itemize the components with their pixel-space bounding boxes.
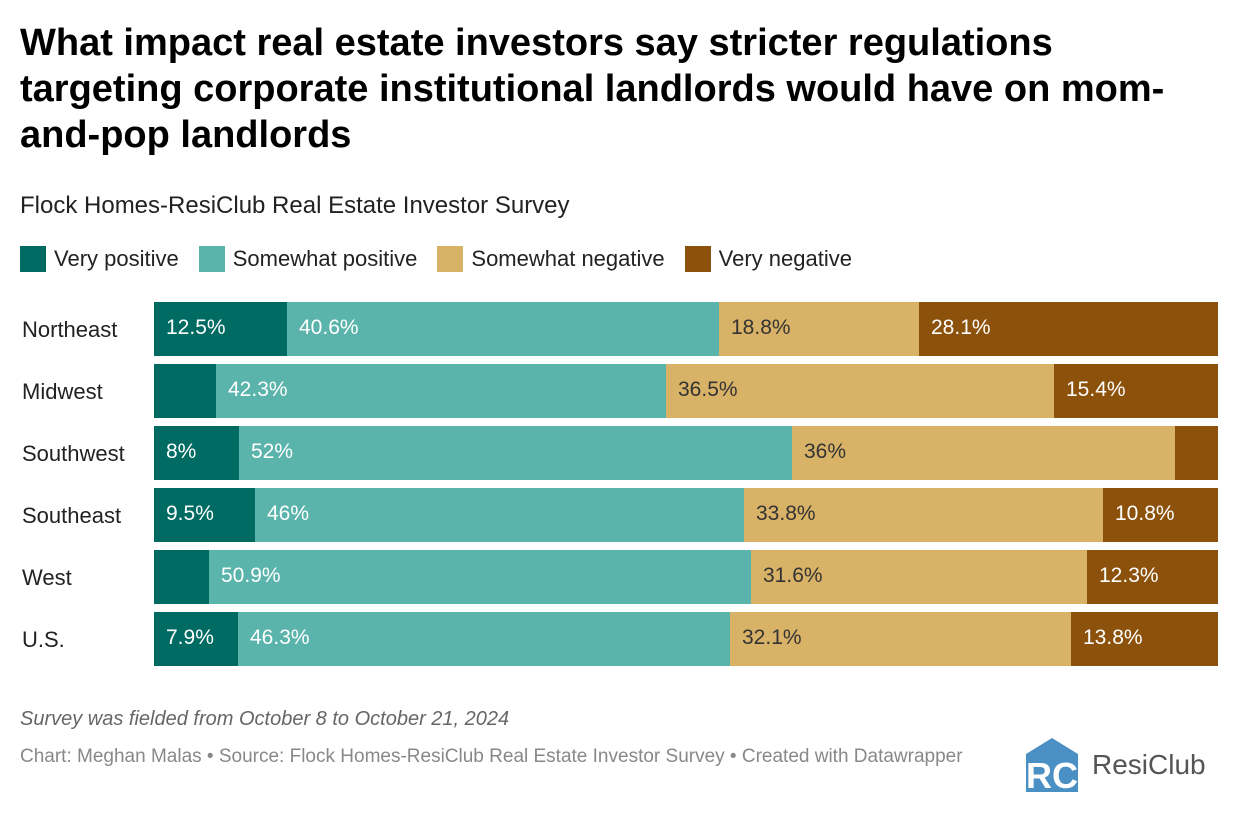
row-label: Southwest (22, 441, 125, 466)
data-label: 46.3% (250, 626, 310, 649)
data-label: 9.5% (166, 502, 214, 525)
data-label: 18.8% (731, 316, 791, 339)
resiclub-logo-icon: RC (1026, 738, 1078, 794)
bar-segment: 50.9% (209, 550, 751, 604)
bar-segment: 18.8% (719, 302, 919, 356)
legend-swatch (20, 246, 46, 272)
bar-segment: 28.1% (919, 302, 1218, 356)
bar-segment: 36% (792, 426, 1175, 480)
legend-label: Somewhat negative (471, 246, 665, 271)
bar-segment: 31.6% (751, 550, 1087, 604)
data-label: 40.6% (299, 316, 359, 339)
row-label: U.S. (22, 627, 65, 652)
data-label: 42.3% (228, 378, 288, 401)
data-label: 15.4% (1066, 378, 1126, 401)
bar-segment: 12.5% (154, 302, 287, 356)
bar-segment: 13.8% (1071, 612, 1218, 666)
data-label: 12.3% (1099, 564, 1159, 587)
row-label: Southeast (22, 503, 122, 528)
data-label: 36.5% (678, 378, 738, 401)
svg-text:RC: RC (1026, 755, 1078, 794)
legend-item: Very negative (684, 246, 852, 272)
row-label: Northeast (22, 317, 118, 342)
chart-subtitle: Flock Homes-ResiClub Real Estate Investo… (20, 192, 570, 219)
bar-segment (1175, 426, 1218, 480)
data-label: 7.9% (166, 626, 214, 649)
resiclub-logo: RC ResiClub (1022, 736, 1206, 794)
legend-swatch (684, 246, 711, 272)
data-label: 13.8% (1083, 626, 1143, 649)
data-label: 33.8% (756, 502, 816, 525)
legend-label: Somewhat positive (232, 246, 418, 271)
data-label: 31.6% (763, 564, 823, 587)
row-label: Midwest (22, 379, 103, 404)
data-label: 12.5% (166, 316, 226, 339)
survey-note: Survey was fielded from October 8 to Oct… (20, 708, 510, 730)
bar-segment: 52% (239, 426, 792, 480)
data-label: 50.9% (221, 564, 281, 587)
legend-swatch (437, 246, 464, 272)
legend-item: Somewhat positive (198, 246, 418, 272)
bar-segment: 32.1% (730, 612, 1071, 666)
data-label: 36% (804, 440, 847, 463)
legend-label: Very positive (54, 246, 179, 271)
bar-segment: 10.8% (1103, 488, 1218, 542)
data-label: 28.1% (931, 316, 991, 339)
bar-segment: 7.9% (154, 612, 238, 666)
legend-label: Very negative (718, 246, 852, 271)
data-label: 32.1% (742, 626, 802, 649)
legend-swatch (198, 246, 225, 272)
credit-line: Chart: Meghan Malas • Source: Flock Home… (20, 746, 963, 767)
bar-segment: 46% (255, 488, 744, 542)
bar-segment: 40.6% (287, 302, 719, 356)
data-label: 46% (267, 502, 310, 525)
bar-segment: 9.5% (154, 488, 255, 542)
bar-segment (154, 550, 209, 604)
bar-segment: 12.3% (1087, 550, 1218, 604)
bar-segment: 15.4% (1054, 364, 1218, 418)
bar-segment: 46.3% (238, 612, 730, 666)
legend-item: Somewhat negative (437, 246, 665, 272)
bar-segment: 8% (154, 426, 239, 480)
data-label: 10.8% (1115, 502, 1175, 525)
logo-text: ResiClub (1092, 749, 1206, 780)
bar-segment: 42.3% (216, 364, 666, 418)
row-label: West (22, 565, 72, 590)
bar-segment: 33.8% (744, 488, 1103, 542)
bar-segment (154, 364, 216, 418)
legend: Very positive Somewhat positive Somewhat n… (20, 246, 852, 272)
data-label: 52% (251, 440, 294, 463)
bar-segment: 36.5% (666, 364, 1054, 418)
data-label: 8% (166, 440, 197, 463)
legend-item: Very positive (20, 246, 179, 272)
chart-title: What impact real estate investors say st… (20, 22, 1165, 156)
